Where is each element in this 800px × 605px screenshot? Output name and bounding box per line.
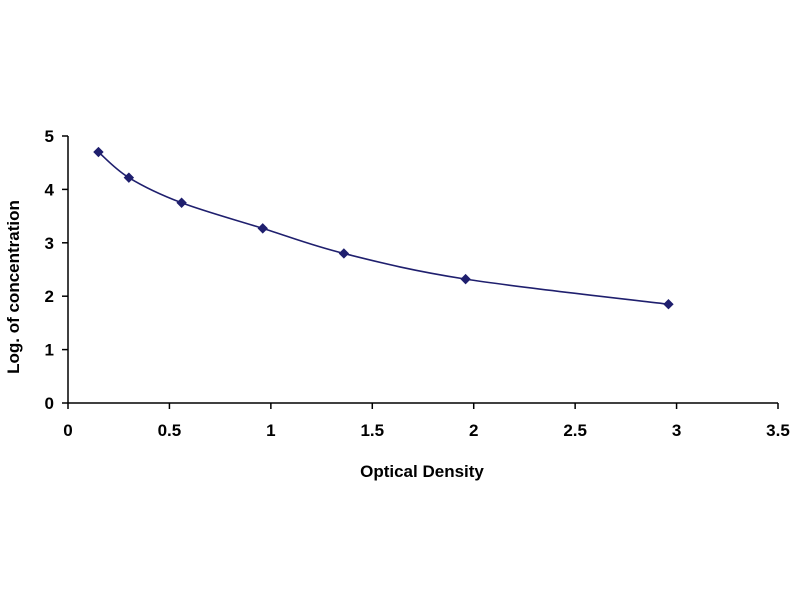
y-tick-label: 2 — [45, 287, 54, 306]
data-point — [176, 197, 187, 208]
x-axis-title: Optical Density — [360, 462, 484, 481]
y-tick-label: 4 — [45, 180, 55, 199]
series — [93, 146, 674, 310]
y-tick-label: 3 — [45, 234, 54, 253]
data-point — [460, 273, 471, 285]
y-tick-label: 5 — [45, 127, 54, 146]
data-point — [93, 146, 104, 158]
x-tick-label: 3.5 — [766, 421, 790, 440]
series-line — [97, 151, 669, 306]
x-tick-label: 1.5 — [360, 421, 384, 440]
x-tick-label: 2.5 — [563, 421, 587, 440]
x-tick-label: 1 — [266, 421, 275, 440]
x-tick-label: 2 — [469, 421, 478, 440]
x-tick-label: 0.5 — [158, 421, 182, 440]
y-axis-title: Log. of concentration — [4, 200, 23, 374]
data-point — [123, 172, 135, 183]
data-point — [663, 299, 674, 310]
ticks: 0 0.5 1 1.5 2 2.5 3 3.5 0 1 2 3 4 5 — [45, 127, 790, 440]
data-point — [257, 223, 268, 234]
y-tick-label: 1 — [45, 341, 54, 360]
y-tick-label: 0 — [45, 394, 54, 413]
x-tick-label: 0 — [63, 421, 72, 440]
data-point — [338, 248, 350, 259]
x-tick-label: 3 — [672, 421, 681, 440]
axes — [67, 136, 778, 404]
